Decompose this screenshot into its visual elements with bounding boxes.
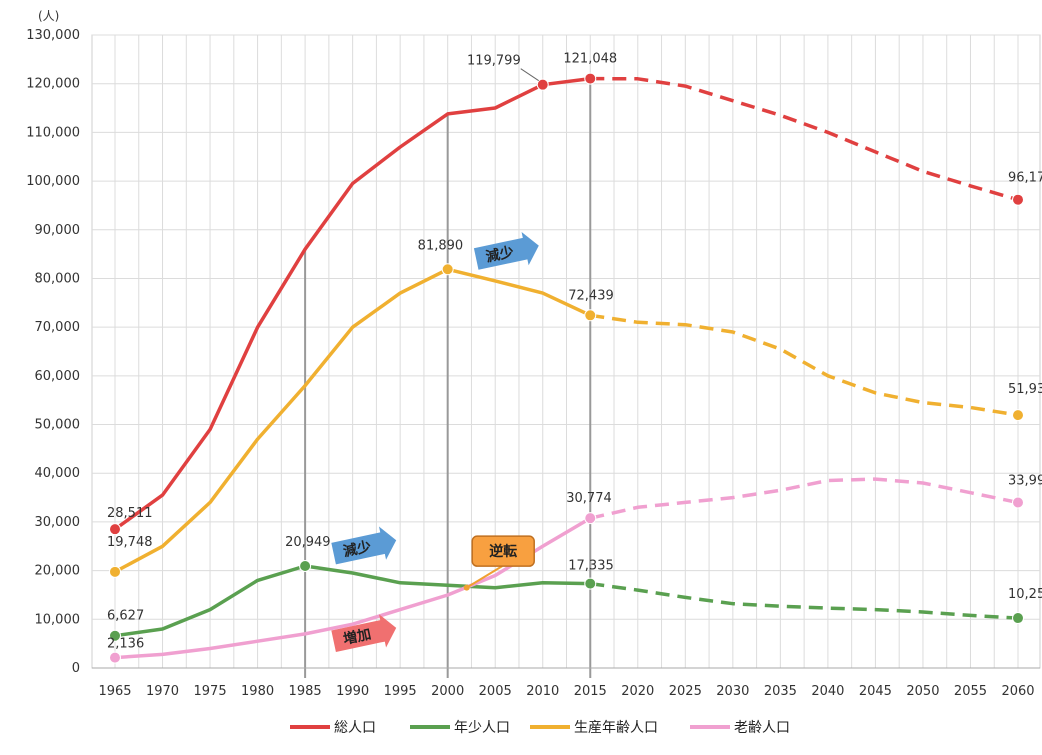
x-tick-label: 1970	[146, 684, 179, 699]
data-label: 72,439	[568, 288, 614, 303]
series-line-projected-2	[590, 313, 1019, 417]
data-point	[299, 559, 312, 572]
legend-label: 総人口	[334, 720, 376, 736]
data-point	[441, 263, 454, 276]
data-point	[109, 629, 121, 642]
axis-layer: 0 10,000 20,000 30,000 40,000 50,000 60,000 70,…	[26, 9, 1040, 699]
data-point	[584, 72, 597, 85]
x-tick-label: 2025	[669, 684, 702, 699]
y-tick-label: 130,000	[26, 28, 80, 43]
data-label: 121,048	[563, 52, 617, 67]
y-tick-label: 0	[72, 661, 80, 676]
label-leader	[520, 68, 540, 82]
series-line-projected-0	[590, 76, 1019, 202]
x-tick-label: 2050	[906, 684, 939, 699]
data-label: 51,930	[1008, 382, 1042, 397]
callout-box	[471, 535, 535, 567]
annotation-arrow	[331, 526, 397, 565]
y-tick-label: 100,000	[26, 174, 80, 189]
series-line-projected-1	[590, 581, 1019, 620]
data-point	[584, 309, 597, 322]
x-tick-label: 2055	[954, 684, 987, 699]
y-tick-label: 80,000	[35, 271, 81, 286]
series-line-actual-2	[114, 267, 592, 574]
data-label: 28,511	[107, 506, 153, 521]
data-label: 6,627	[107, 609, 144, 624]
data-point	[109, 651, 121, 664]
data-label: 19,748	[107, 535, 153, 550]
x-tick-label: 2045	[859, 684, 892, 699]
y-tick-label: 120,000	[26, 77, 80, 92]
y-tick-label: 20,000	[35, 564, 81, 579]
data-label: 81,890	[418, 238, 464, 253]
x-tick-label: 2000	[431, 684, 464, 699]
legend-label: 生産年齢人口	[574, 720, 658, 736]
y-tick-label: 110,000	[26, 125, 80, 140]
legend-label: 老齢人口	[734, 720, 790, 736]
annotation-text: 減少	[484, 243, 515, 265]
data-label: 96,177	[1008, 171, 1042, 186]
x-tick-label: 2060	[1001, 684, 1034, 699]
label-layer: 28,511 119,799 121,048 96,177 6,627 20,949 17,…	[107, 52, 1042, 652]
annotation-text: 減少	[342, 538, 373, 560]
data-point	[584, 577, 597, 590]
x-tick-label: 2035	[764, 684, 797, 699]
data-point	[536, 78, 549, 91]
y-tick-label: 40,000	[35, 466, 81, 481]
x-tick-label: 1965	[98, 684, 131, 699]
x-tick-label: 2015	[574, 684, 607, 699]
x-tick-label: 2020	[621, 684, 654, 699]
x-tick-label: 2030	[716, 684, 749, 699]
grid-layer	[91, 34, 1041, 669]
data-label: 33,990	[1008, 473, 1042, 488]
x-tick-label: 2040	[811, 684, 844, 699]
y-tick-label: 10,000	[35, 612, 81, 627]
x-tick-label: 2010	[526, 684, 559, 699]
callout-text: 逆転	[489, 543, 517, 560]
x-tick-label: 1980	[241, 684, 274, 699]
x-tick-label: 1975	[194, 684, 227, 699]
y-tick-label: 90,000	[35, 223, 81, 238]
legend-label: 年少人口	[454, 720, 510, 736]
series-line-actual-1	[114, 564, 591, 638]
data-label: 10,257	[1008, 587, 1042, 602]
data-label: 119,799	[467, 54, 521, 69]
data-point	[1012, 496, 1024, 509]
legend: 総人口 年少人口 生産年齢人口 老齢人口	[290, 720, 790, 736]
data-label: 20,949	[285, 535, 331, 550]
data-label: 17,335	[568, 559, 614, 574]
data-point	[584, 512, 597, 525]
series-line-projected-3	[589, 477, 1019, 520]
y-tick-label: 70,000	[35, 320, 81, 335]
x-tick-label: 1995	[384, 684, 417, 699]
series-line-actual-0	[113, 76, 591, 531]
x-tick-label: 1985	[289, 684, 322, 699]
callout-point	[463, 584, 470, 591]
annotation-text: 増加	[342, 625, 373, 647]
data-label: 2,136	[107, 637, 144, 652]
data-point	[1012, 409, 1024, 422]
x-tick-label: 1990	[336, 684, 369, 699]
y-tick-label: 30,000	[35, 515, 81, 530]
data-point	[1012, 612, 1024, 625]
data-point	[1012, 193, 1024, 206]
annotation-arrow	[331, 614, 397, 652]
data-label: 30,774	[566, 491, 612, 506]
y-tick-label: 60,000	[35, 369, 81, 384]
annotation-arrow	[473, 231, 539, 270]
data-point	[109, 523, 121, 536]
data-point	[109, 565, 121, 578]
callout-pointer	[466, 565, 503, 589]
x-tick-label: 2005	[479, 684, 512, 699]
y-unit-label: (人)	[38, 9, 59, 23]
y-tick-label: 50,000	[35, 418, 81, 433]
